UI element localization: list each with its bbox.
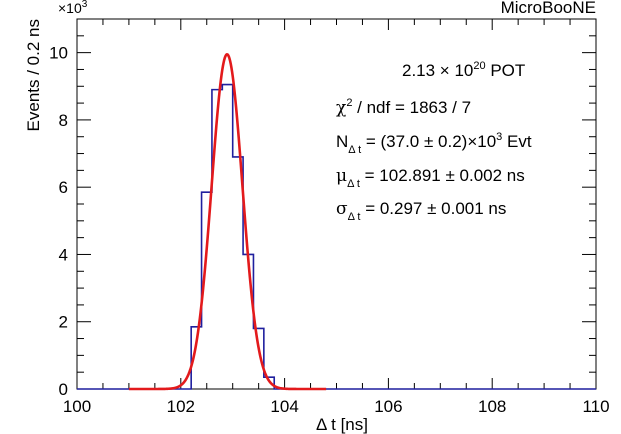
y-tick-label: 10 bbox=[49, 44, 68, 63]
y-tick-label: 0 bbox=[59, 380, 68, 399]
fit-curve-group bbox=[128, 52, 327, 391]
x-tick-label: 110 bbox=[582, 397, 609, 416]
y-tick-label: 8 bbox=[59, 111, 68, 130]
experiment-label: MicroBooNE bbox=[501, 0, 596, 17]
pot-annotation: 2.13 × 1020 POT bbox=[402, 60, 525, 80]
y-tick-label: 2 bbox=[59, 313, 68, 332]
histogram-bin bbox=[253, 328, 263, 389]
x-tick-label: 108 bbox=[478, 397, 506, 416]
histogram bbox=[77, 83, 596, 390]
x-tick-label: 100 bbox=[63, 397, 91, 416]
x-axis-title: Δ t [ns] bbox=[316, 415, 368, 434]
x-tick-label: 104 bbox=[270, 397, 298, 416]
histogram-bin bbox=[212, 90, 222, 389]
mu-annotation: μΔ t = 102.891 ± 0.002 ns bbox=[336, 166, 525, 190]
histogram-outline bbox=[77, 83, 596, 390]
x-tick-label: 102 bbox=[167, 397, 195, 416]
y-tick-label: 4 bbox=[59, 245, 68, 264]
x-tick-label: 106 bbox=[374, 397, 402, 416]
histogram-bin bbox=[222, 85, 232, 389]
axis-ticks bbox=[76, 18, 597, 390]
y-axis-label: Events / 0.2 ns bbox=[24, 19, 43, 131]
chi2-annotation: χ2 / ndf = 1863 / 7 bbox=[336, 97, 471, 118]
fit-curve bbox=[128, 52, 327, 391]
tick-labels: 100 102 104 106 108 110 0 2 4 6 8 10 bbox=[49, 44, 609, 416]
sigma-annotation: σΔ t = 0.297 ± 0.001 ns bbox=[336, 199, 506, 223]
y-multiplier: ×103 bbox=[58, 0, 88, 16]
y-tick-label: 6 bbox=[59, 178, 68, 197]
histogram-bin bbox=[233, 157, 243, 389]
n-annotation: NΔ t = (37.0 ± 0.2)×103 Evt bbox=[336, 131, 532, 156]
histogram-bin bbox=[243, 254, 253, 389]
